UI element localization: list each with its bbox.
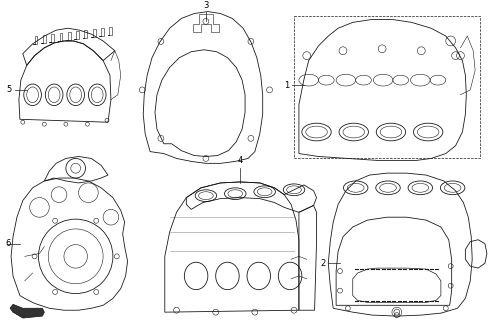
Polygon shape [10,304,44,318]
Text: 6: 6 [5,239,10,248]
Text: 5: 5 [7,85,12,94]
Text: 3: 3 [203,1,209,10]
Text: 1: 1 [284,81,289,90]
Text: 2: 2 [320,259,325,268]
Bar [294,17,480,158]
Text: 4: 4 [238,156,243,165]
